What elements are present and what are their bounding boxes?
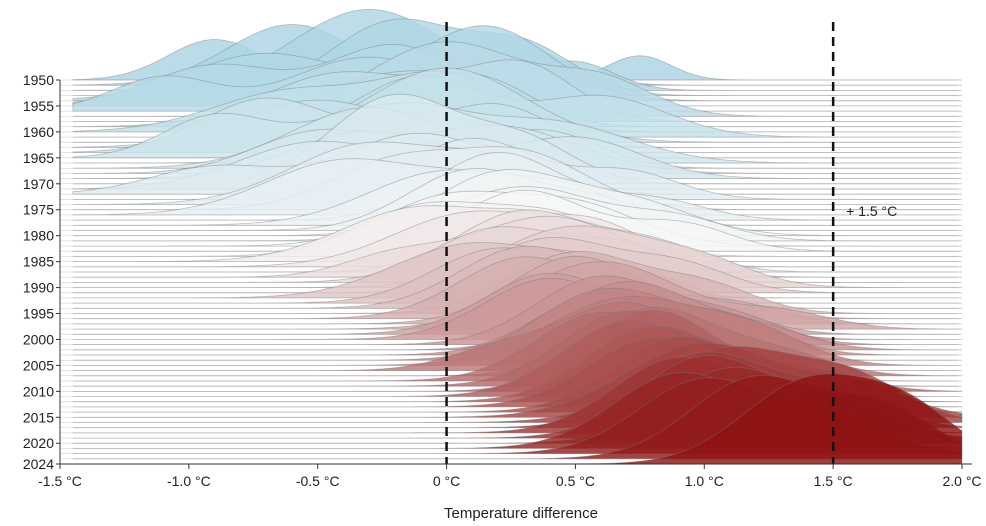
- axes: [59, 80, 972, 465]
- x-tick-label: -1.5 °C: [38, 473, 82, 489]
- y-tick-label: 1995: [23, 306, 54, 322]
- x-tick-label: -1.0 °C: [167, 473, 211, 489]
- y-tick-label: 2005: [23, 357, 54, 373]
- y-tick-label: 2000: [23, 331, 54, 347]
- y-tick-label: 1990: [23, 280, 54, 296]
- ridge-layer: [72, 8, 963, 465]
- x-tick-label: -0.5 °C: [296, 473, 340, 489]
- y-tick-label: 1955: [23, 98, 54, 114]
- y-tick-label: 1970: [23, 176, 54, 192]
- y-tick-label: 1975: [23, 202, 54, 218]
- x-tick-label: 1.5 °C: [814, 473, 853, 489]
- reference-lines: + 1.5 °C: [445, 22, 897, 464]
- y-tick-label: 2015: [23, 409, 54, 425]
- x-axis-title: Temperature difference: [444, 505, 598, 522]
- reference-line-label: + 1.5 °C: [846, 203, 897, 219]
- y-tick-label: 2020: [23, 435, 54, 451]
- y-tick-label: 1965: [23, 150, 54, 166]
- y-tick-label: 1980: [23, 228, 54, 244]
- x-tick-label: 2.0 °C: [942, 473, 981, 489]
- x-tick-label: 0 °C: [433, 473, 460, 489]
- y-tick-label: 2024: [23, 456, 54, 472]
- y-tick-label: 1950: [23, 72, 54, 88]
- y-tick-labels: 1950 1955 1960 1965 1970 1975 1980 1985 1990 1995…: [23, 72, 60, 472]
- y-tick-label: 1960: [23, 124, 54, 140]
- x-tick-label: 1.0 °C: [685, 473, 724, 489]
- x-tick-labels: -1.5 °C -1.0 °C -0.5 °C 0 °C 0.5 °C 1.0 °C 1.5…: [38, 464, 982, 489]
- x-tick-label: 0.5 °C: [556, 473, 595, 489]
- y-tick-label: 2010: [23, 383, 54, 399]
- y-tick-label: 1985: [23, 254, 54, 270]
